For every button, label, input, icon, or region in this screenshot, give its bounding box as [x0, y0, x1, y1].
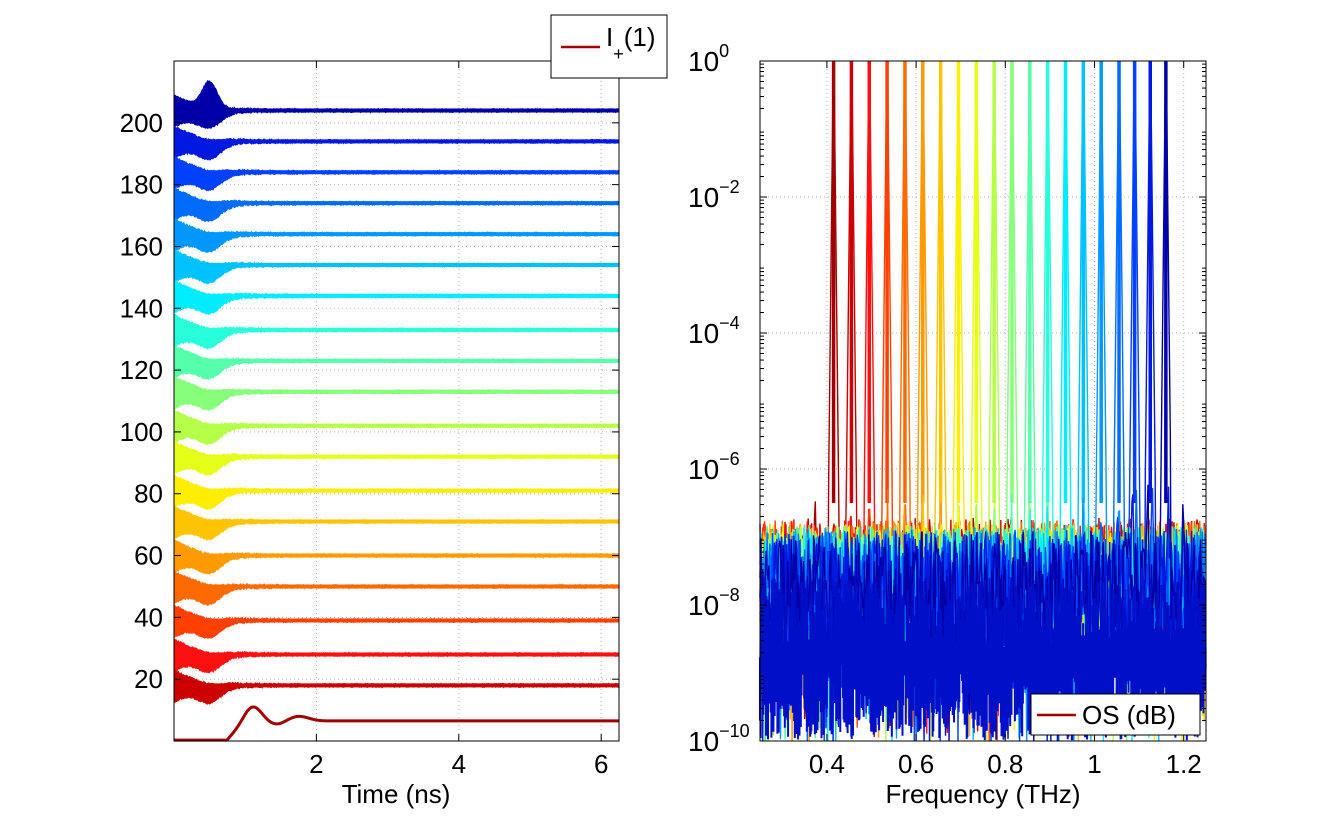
- time-ytick-label: 120: [120, 355, 163, 385]
- time-ytick-label: 100: [120, 417, 163, 447]
- time-ytick-label: 140: [120, 293, 163, 323]
- time-ytick-label: 20: [134, 664, 163, 694]
- time-xtick-label: 4: [452, 749, 466, 779]
- frequency-ytick-label: 10−10: [688, 721, 750, 757]
- frequency-panel: 0.4 0.6 0.8 1 1.2 10−10 10−8 10−6 10−4 10−2 100 Fr…: [688, 41, 1207, 809]
- time-ytick-label: 80: [134, 479, 163, 509]
- time-axes-box: [173, 60, 620, 742]
- time-xlabel: Time (ns): [342, 779, 451, 809]
- time-ytick-label: 60: [134, 541, 163, 571]
- time-ytick-label: 200: [120, 108, 163, 138]
- frequency-xtick-label: 0.8: [987, 749, 1023, 779]
- frequency-xlabel: Frequency (THz): [885, 779, 1080, 809]
- frequency-legend-label: OS (dB): [1082, 700, 1176, 730]
- frequency-axes-box: [759, 60, 1207, 742]
- time-plot-area: [174, 61, 619, 741]
- time-traces: [173, 79, 620, 742]
- time-ticks: 2 4 6 20 40 60 80 100 120 140 160 180 200: [120, 61, 619, 779]
- time-ytick-label: 40: [134, 602, 163, 632]
- time-legend: I+(1): [550, 14, 668, 79]
- frequency-legend: OS (dB): [1030, 693, 1201, 736]
- time-trace-reference: [174, 705, 619, 742]
- frequency-xtick-label: 1: [1087, 749, 1101, 779]
- time-legend-label: I+(1): [606, 22, 656, 64]
- time-grid: [174, 61, 619, 741]
- frequency-xtick-label: 0.4: [809, 749, 845, 779]
- frequency-xtick-label: 1.2: [1166, 749, 1202, 779]
- frequency-traces: [759, 60, 1207, 742]
- frequency-ytick-label: 10−2: [688, 177, 740, 213]
- frequency-ytick-label: 10−4: [688, 313, 740, 349]
- time-ytick-label: 180: [120, 170, 163, 200]
- frequency-ytick-label: 10−8: [688, 585, 740, 621]
- frequency-ytick-label: 100: [688, 41, 729, 77]
- frequency-ticks: 0.4 0.6 0.8 1 1.2 10−10 10−8 10−6 10−4 10−2 100: [688, 41, 1206, 779]
- time-ytick-label: 160: [120, 231, 163, 261]
- frequency-xtick-label: 0.6: [898, 749, 934, 779]
- time-xtick-label: 6: [594, 749, 608, 779]
- frequency-ytick-label: 10−6: [688, 449, 740, 485]
- frequency-grid: [760, 60, 1206, 742]
- time-xtick-label: 2: [309, 749, 323, 779]
